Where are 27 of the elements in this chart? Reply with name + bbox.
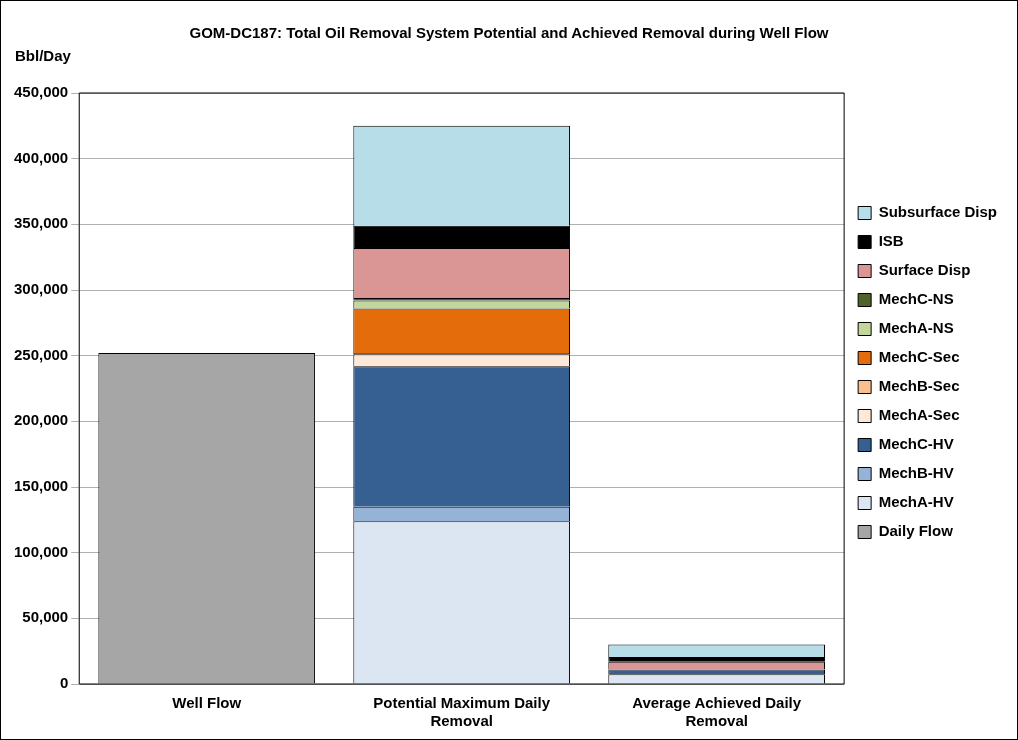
y-tick-label: 300,000 <box>13 280 69 298</box>
legend-label: MechB-Sec <box>878 377 960 395</box>
y-tick-label: 200,000 <box>13 411 69 429</box>
legend-label: MechA-Sec <box>878 406 960 424</box>
legend-label: MechA-HV <box>878 493 954 511</box>
y-tick-label: 250,000 <box>13 345 69 363</box>
chart-title: GOM-DC187: Total Oil Removal System Potential and Achieved Removal during Well Flow <box>189 24 829 42</box>
legend-label: Daily Flow <box>878 522 954 540</box>
y-tick-label: 100,000 <box>13 542 69 560</box>
y-tick-label: 0 <box>59 674 69 692</box>
legend-label: MechC-HV <box>878 435 954 453</box>
legend-label: MechB-HV <box>878 464 954 482</box>
y-tick-label: 50,000 <box>22 608 69 626</box>
y-tick-label: 450,000 <box>13 83 69 101</box>
legend-label: MechC-Sec <box>878 348 960 366</box>
legend-label: ISB <box>878 232 904 250</box>
y-tick-label: 150,000 <box>13 477 69 495</box>
x-tick-label: Well Flow <box>172 694 242 712</box>
legend-label: MechC-NS <box>878 290 954 308</box>
y-tick-label: 350,000 <box>13 214 69 232</box>
legend-label: Subsurface Disp <box>878 203 998 221</box>
x-tick-label: Average Achieved Daily Removal <box>632 694 802 730</box>
legend-label: MechA-NS <box>878 319 954 337</box>
y-axis-title: Bbl/Day <box>15 47 72 65</box>
y-tick-label: 400,000 <box>13 148 69 166</box>
x-tick-label: Potential Maximum Daily Removal <box>373 694 551 730</box>
legend-label: Surface Disp <box>878 261 971 279</box>
